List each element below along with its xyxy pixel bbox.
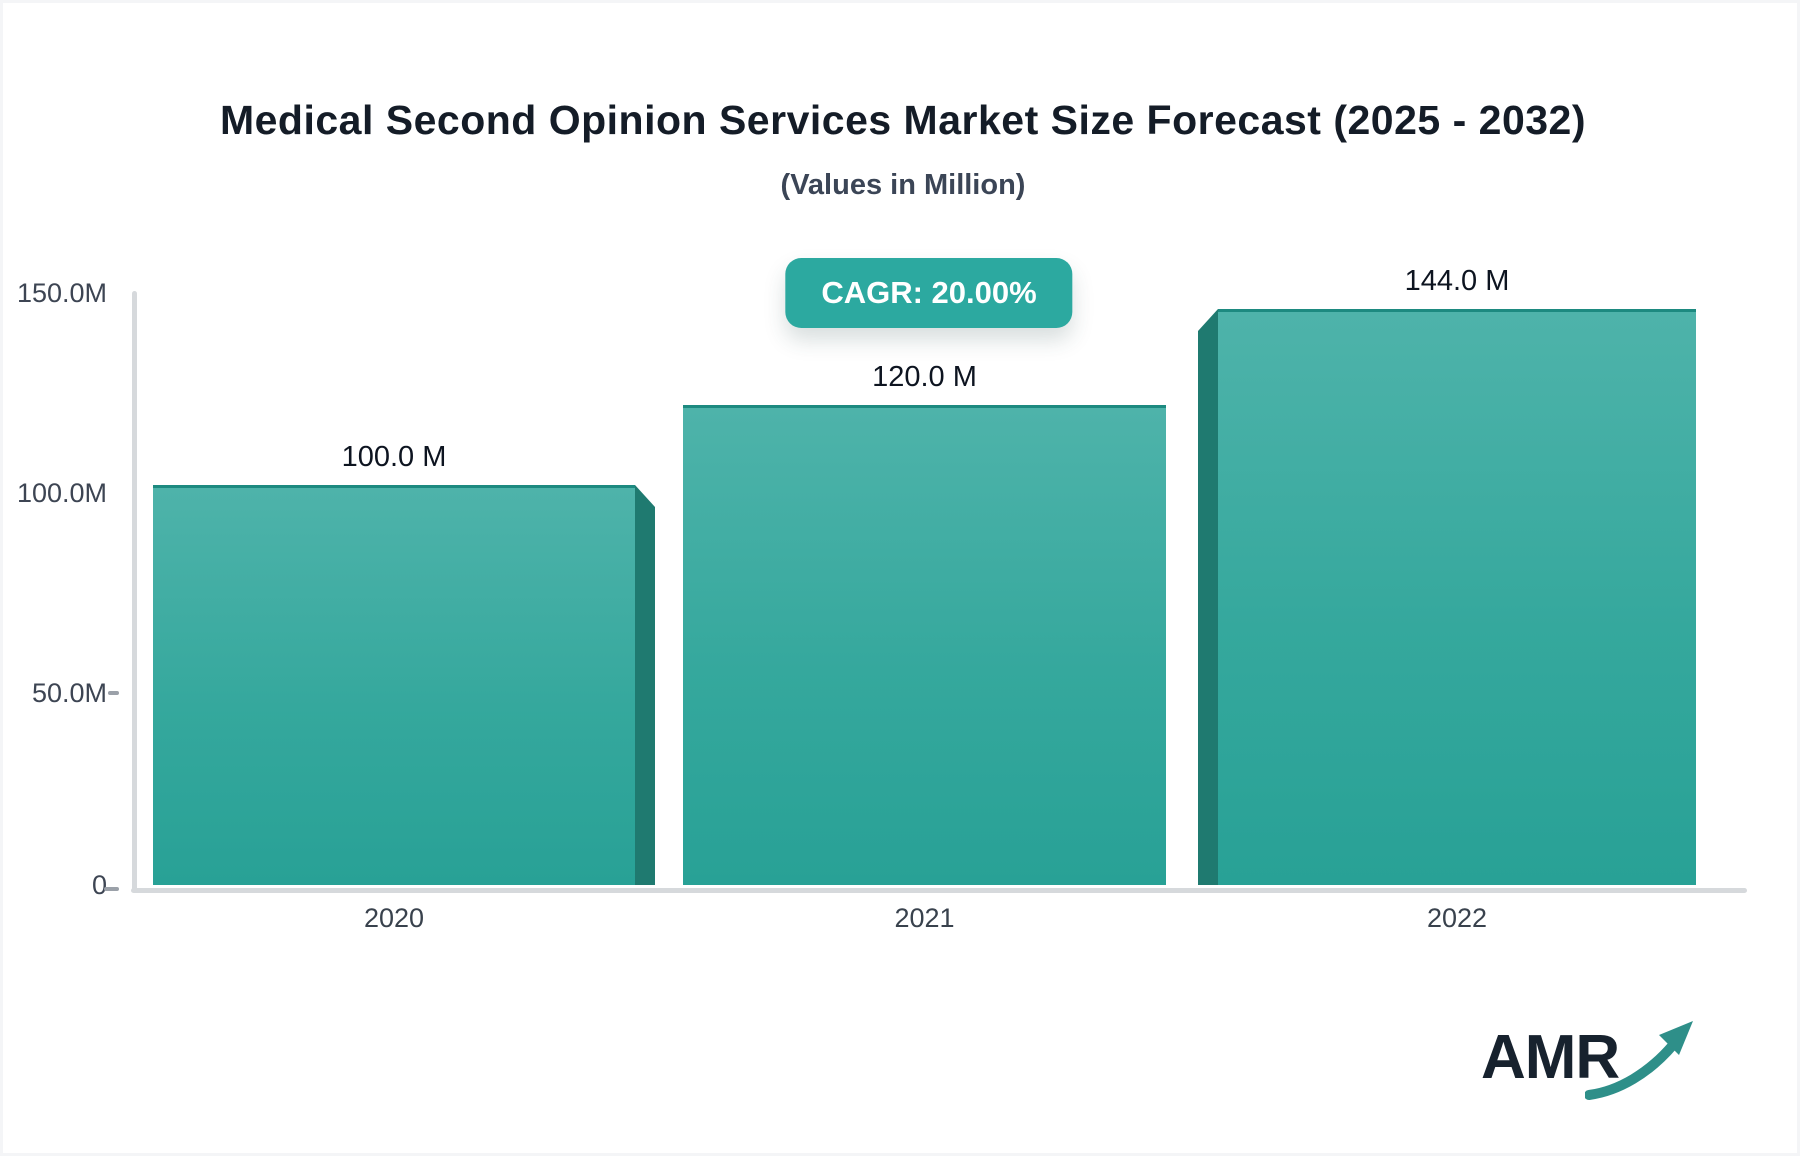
bar-group-2020: 100.0 M — [153, 441, 655, 885]
bar-2022 — [1198, 309, 1696, 885]
amr-logo-text: AMR — [1481, 1023, 1620, 1092]
y-axis-tick-label-150m: 150.0M — [16, 278, 107, 308]
cagr-badge: CAGR: 20.00% — [785, 258, 1073, 328]
bar-value-label-2020: 100.0 M — [341, 441, 447, 473]
chart-title: Medical Second Opinion Services Market S… — [219, 97, 1587, 143]
bar-2021 — [683, 405, 1166, 885]
x-axis-label-2021: 2021 — [894, 903, 955, 933]
x-axis-line — [131, 888, 1747, 893]
bar-value-label-2022: 144.0 M — [1404, 265, 1510, 297]
chart-subtitle: (Values in Million) — [780, 169, 1026, 201]
amr-logo: AMR — [1481, 1015, 1701, 1105]
bar-2022-side-face — [1198, 309, 1218, 885]
bar-2020 — [153, 485, 655, 885]
y-axis-line — [132, 291, 137, 891]
y-axis-tick-label-50m: 50.0M — [31, 678, 107, 708]
bar-group-2022: 144.0 M — [1198, 265, 1696, 885]
y-axis-tick-label-0: 0 — [91, 870, 107, 900]
bar-group-2021: 120.0 M — [683, 361, 1166, 885]
growth-arrow-icon — [1585, 1021, 1693, 1100]
x-axis-label-2020: 2020 — [363, 903, 425, 933]
y-axis-tick-mark-50m — [108, 691, 119, 695]
y-axis-tick-label-100m: 100.0M — [16, 478, 107, 508]
bar-2020-side-face — [635, 485, 655, 885]
bar-value-label-2021: 120.0 M — [872, 361, 977, 393]
y-axis-tick-mark-0 — [104, 887, 119, 891]
x-axis-label-2022: 2022 — [1426, 903, 1488, 933]
